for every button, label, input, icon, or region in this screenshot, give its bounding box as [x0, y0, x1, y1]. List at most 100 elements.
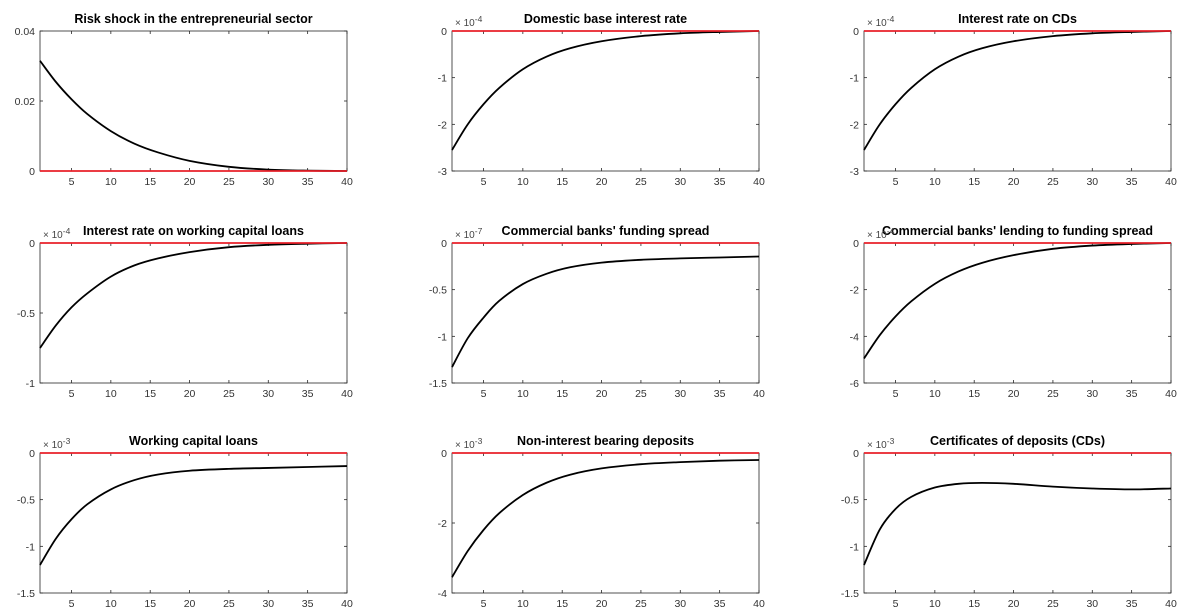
- x-tick-label: 25: [1047, 388, 1059, 400]
- x-tick-label: 5: [893, 598, 899, 610]
- x-tick-label: 35: [302, 598, 314, 610]
- subplot-2: Domestic base interest rate × 10-4 5 10 15 20…: [438, 12, 765, 188]
- y-tick-label: 0: [853, 26, 859, 38]
- x-tick-label: 15: [968, 388, 980, 400]
- x-tick-label: 25: [1047, 176, 1059, 188]
- x-tick-label: 30: [262, 176, 274, 188]
- subplot-title: Domestic base interest rate: [524, 12, 687, 26]
- x-tick-label: 15: [144, 598, 156, 610]
- x-tick-label: 40: [1165, 176, 1177, 188]
- x-tick-label: 30: [1086, 176, 1098, 188]
- x-tick-label: 20: [596, 598, 608, 610]
- x-tick-label: 5: [69, 598, 75, 610]
- y-tick-label: -1: [850, 541, 859, 553]
- x-tick-label: 25: [1047, 598, 1059, 610]
- y-tick-label: 0: [853, 448, 859, 460]
- subplot-6: Commercial banks' lending to funding spr…: [850, 224, 1177, 400]
- x-tick-label: 15: [556, 388, 568, 400]
- x-tick-label: 25: [223, 176, 235, 188]
- plot-frame: [451, 242, 760, 384]
- x-tick-label: 5: [69, 176, 75, 188]
- plot-frame: [863, 452, 1172, 594]
- subplot-title: Interest rate on working capital loans: [83, 224, 304, 238]
- x-tick-label: 35: [714, 388, 726, 400]
- plot-frame: [39, 452, 348, 594]
- y-tick-label: -1: [438, 73, 447, 85]
- x-tick-label: 40: [753, 388, 765, 400]
- axis-exponent: × 10-4: [455, 14, 483, 29]
- subplot-title: Interest rate on CDs: [958, 12, 1077, 26]
- subplot-4: Interest rate on working capital loans × …: [17, 224, 353, 400]
- x-tick-label: 20: [1008, 598, 1020, 610]
- x-tick-label: 10: [929, 598, 941, 610]
- y-tick-label: -1: [438, 331, 447, 343]
- response-line: [863, 242, 1172, 360]
- y-tick-label: -1.5: [17, 588, 35, 600]
- x-tick-label: 15: [968, 176, 980, 188]
- y-tick-label: 0.04: [15, 26, 36, 38]
- x-tick-label: 30: [262, 388, 274, 400]
- x-tick-label: 40: [1165, 598, 1177, 610]
- y-tick-label: -0.5: [17, 495, 35, 507]
- x-tick-label: 15: [556, 176, 568, 188]
- subplot-title: Commercial banks' funding spread: [502, 224, 710, 238]
- x-tick-label: 10: [517, 176, 529, 188]
- y-tick-label: -1: [26, 378, 35, 390]
- subplot-title: Working capital loans: [129, 434, 258, 448]
- x-tick-label: 10: [105, 176, 117, 188]
- x-tick-label: 5: [481, 598, 487, 610]
- axis-exponent: × 10-4: [43, 226, 71, 241]
- x-tick-label: 35: [1126, 598, 1138, 610]
- x-tick-label: 25: [635, 176, 647, 188]
- y-tick-label: 0: [29, 238, 35, 250]
- x-tick-label: 20: [184, 176, 196, 188]
- x-tick-label: 30: [674, 598, 686, 610]
- x-tick-label: 35: [302, 176, 314, 188]
- x-tick-label: 15: [556, 598, 568, 610]
- y-tick-label: 0.02: [15, 96, 36, 108]
- axis-exponent: × 10-3: [867, 436, 895, 451]
- response-line: [863, 481, 1172, 566]
- y-tick-label: 0: [441, 448, 447, 460]
- x-tick-label: 40: [753, 598, 765, 610]
- subplot-title: Risk shock in the entrepreneurial sector: [74, 12, 312, 26]
- plot-frame: [39, 30, 348, 172]
- subplot-3: Interest rate on CDs × 10-4 5 10 15 20 25 30 35 4…: [850, 12, 1177, 188]
- x-tick-label: 40: [1165, 388, 1177, 400]
- axis-exponent: × 10-7: [455, 226, 483, 241]
- x-tick-label: 30: [674, 388, 686, 400]
- x-tick-label: 40: [753, 176, 765, 188]
- plot-frame: [451, 30, 760, 172]
- x-tick-label: 20: [1008, 176, 1020, 188]
- response-line: [39, 60, 348, 172]
- subplot-title: Certificates of deposits (CDs): [930, 434, 1105, 448]
- x-tick-label: 15: [968, 598, 980, 610]
- x-tick-label: 40: [341, 598, 353, 610]
- x-tick-label: 20: [184, 388, 196, 400]
- x-tick-label: 35: [1126, 388, 1138, 400]
- axis-exponent: × 10-3: [43, 436, 71, 451]
- y-tick-label: 0: [29, 166, 35, 178]
- y-tick-label: -1.5: [841, 588, 859, 600]
- x-tick-label: 30: [1086, 388, 1098, 400]
- plot-frame: [451, 452, 760, 594]
- x-tick-label: 10: [517, 388, 529, 400]
- y-tick-label: -4: [438, 588, 447, 600]
- y-tick-label: -1: [850, 73, 859, 85]
- axis-exponent: × 10-4: [867, 226, 895, 241]
- y-tick-label: -3: [850, 166, 859, 178]
- y-tick-label: -1.5: [429, 378, 447, 390]
- x-tick-label: 5: [893, 176, 899, 188]
- y-tick-label: -1: [26, 541, 35, 553]
- response-line: [39, 242, 348, 349]
- subplot-5: Commercial banks' funding spread × 10-7 5 1…: [429, 224, 765, 400]
- y-tick-label: -2: [850, 119, 859, 131]
- x-tick-label: 35: [714, 176, 726, 188]
- y-tick-label: -4: [850, 331, 859, 343]
- x-tick-label: 35: [1126, 176, 1138, 188]
- response-line: [451, 255, 760, 368]
- y-tick-label: 0: [29, 448, 35, 460]
- x-tick-label: 10: [929, 176, 941, 188]
- x-tick-label: 25: [223, 598, 235, 610]
- x-tick-label: 40: [341, 176, 353, 188]
